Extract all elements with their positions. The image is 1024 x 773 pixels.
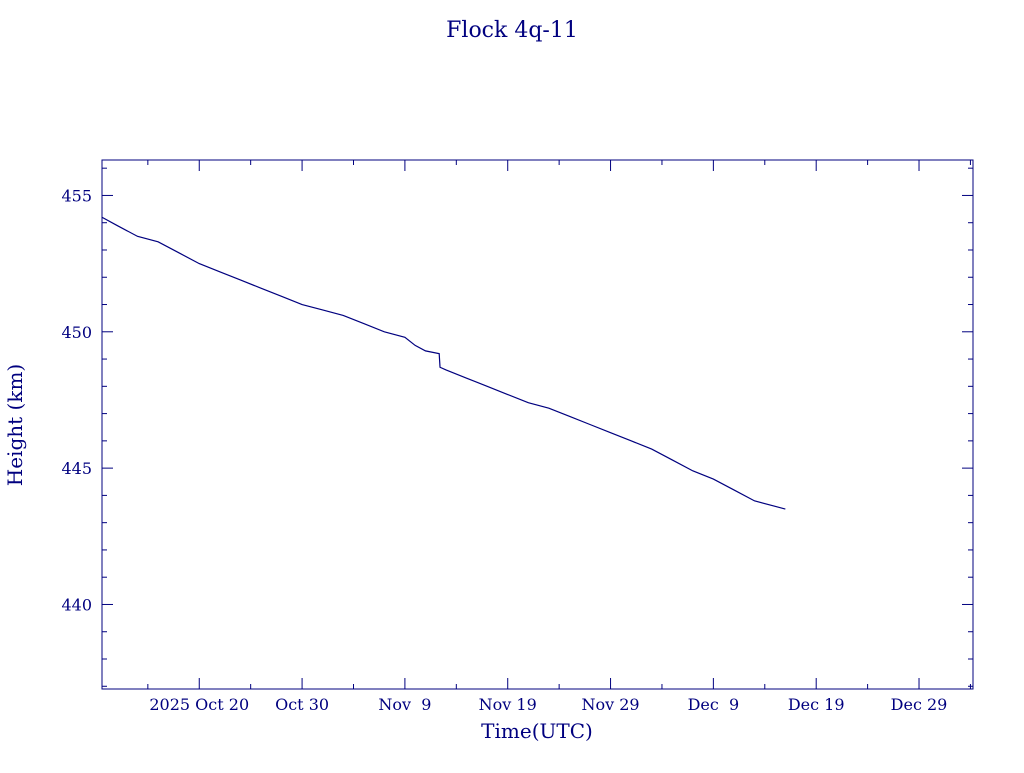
chart-title: Flock 4q-11 — [446, 18, 578, 43]
y-tick-label: 445 — [61, 459, 92, 478]
x-tick-label: Nov 19 — [479, 695, 537, 714]
x-tick-label: Dec 29 — [891, 695, 948, 714]
x-tick-labels: 2025 Oct 20 Oct 30 Nov 9 Nov 19 Nov 29 Dec 9 D… — [149, 695, 947, 714]
height-series-line — [101, 216, 786, 510]
x-tick-label: 2025 Oct 20 — [149, 695, 249, 714]
axis-ticks — [102, 160, 973, 689]
y-tick-labels: 440 445 450 455 — [61, 186, 92, 614]
x-axis-label: Time(UTC) — [481, 719, 593, 743]
x-tick-label: Dec 19 — [788, 695, 845, 714]
plot-frame — [101, 159, 974, 690]
y-tick-label: 450 — [61, 323, 92, 342]
x-tick-label: Nov 29 — [581, 695, 639, 714]
x-tick-label: Nov 9 — [378, 695, 431, 714]
y-tick-label: 455 — [61, 186, 92, 205]
y-axis-label: Height (km) — [3, 364, 27, 486]
x-tick-label: Oct 30 — [275, 695, 329, 714]
x-tick-label: Dec 9 — [688, 695, 740, 714]
y-tick-label: 440 — [61, 595, 92, 614]
